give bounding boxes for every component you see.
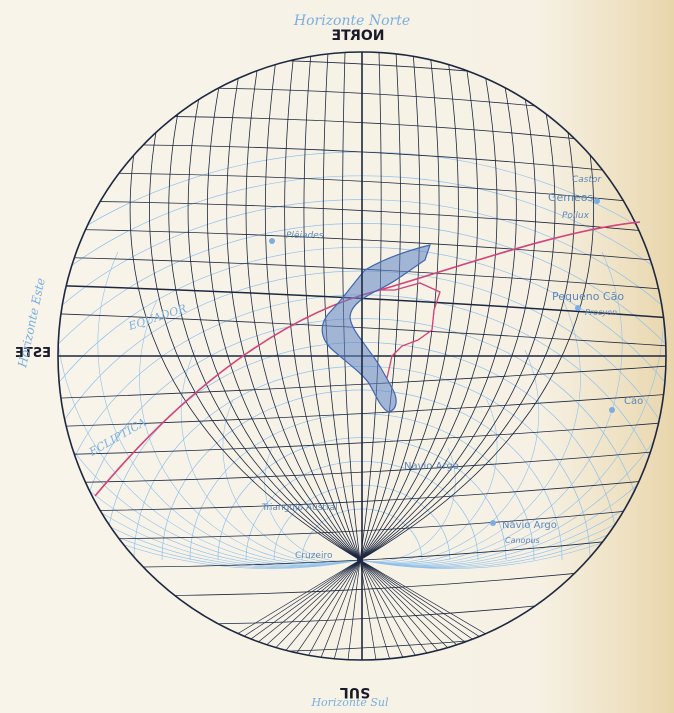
light-spiral <box>359 52 666 569</box>
meridian-tail <box>359 559 489 660</box>
light-spiral <box>264 447 361 562</box>
meridian-tail <box>359 559 433 660</box>
meridian-curve <box>207 52 361 561</box>
light-spiral <box>359 55 666 567</box>
meridian-tail <box>359 559 447 660</box>
light-spiral <box>222 398 361 563</box>
light-spiral <box>359 447 456 562</box>
meridian-tail <box>291 559 361 660</box>
star-navio-argo-mark <box>490 520 496 526</box>
light-spiral <box>58 202 361 566</box>
meridian-tail <box>347 559 361 660</box>
norte-label: NORTE <box>332 28 385 44</box>
equador-label: EQUADOR <box>126 302 188 333</box>
meridian-curve <box>168 52 361 561</box>
meridian-curve <box>359 52 575 561</box>
star-gemeos-mark <box>594 198 600 204</box>
star-pequeno-cao-label: Pequeno Cão <box>552 290 624 303</box>
meridian-tail <box>193 559 361 660</box>
star-triangulo-label: Triangulo Austral <box>261 503 338 513</box>
meridian-curve <box>359 52 498 561</box>
red-boundary-line <box>380 282 441 379</box>
star-pollux-label: Pollux <box>562 211 590 221</box>
star-cruzeiro-label: Cruzeiro <box>295 551 333 561</box>
meridian-curve <box>359 52 440 561</box>
meridian-tail <box>319 559 361 660</box>
light-grid <box>58 52 666 569</box>
meridian-tail <box>359 559 419 660</box>
star-pleiades-label: Plêiades <box>286 230 324 241</box>
meridian-tail <box>263 559 361 660</box>
meridian-curve <box>359 52 459 561</box>
meridian-curve <box>359 52 421 561</box>
light-spiral <box>58 55 361 567</box>
meridian-tail <box>359 559 503 660</box>
light-spiral <box>58 52 361 569</box>
meridian-curve <box>149 52 361 561</box>
continent-shape <box>321 244 431 413</box>
meridian-tail <box>359 559 405 660</box>
meridian-curve <box>245 52 361 561</box>
este-label: ESTE <box>15 346 51 361</box>
meridian-curve <box>359 52 479 561</box>
star-procyon-mark <box>575 305 581 311</box>
meridian-curve <box>264 52 361 561</box>
meridian-tail <box>249 559 361 660</box>
horizon-north-label: Horizonte Norte <box>293 13 410 29</box>
meridian-curve <box>359 52 594 561</box>
light-spiral <box>359 251 623 565</box>
meridian-curve <box>284 52 361 561</box>
light-spiral <box>359 52 666 568</box>
meridian-curve <box>187 52 361 561</box>
star-pleiades-mark <box>269 238 275 244</box>
light-spiral <box>359 104 666 567</box>
meridian-curve <box>359 52 517 561</box>
light-spiral <box>58 104 361 567</box>
meridian-tail <box>359 559 475 660</box>
light-spiral <box>58 52 361 568</box>
south-pole-point <box>357 557 363 563</box>
meridian-tail <box>235 559 361 660</box>
star-cao-label: Cão <box>624 396 643 407</box>
meridian-tail <box>207 559 361 660</box>
meridian-curve <box>359 52 537 561</box>
horizon-south-label: Horizonte Sul <box>310 696 389 709</box>
sul-label: SUL <box>340 684 370 700</box>
star-navio-argo-1-label: Navio Argo <box>404 461 459 472</box>
meridian-tail <box>333 559 361 660</box>
star-procyon-label: Procyon <box>585 308 617 317</box>
star-castor-label: Castor <box>572 175 603 185</box>
meridian-tail <box>305 559 361 660</box>
meridian-curve <box>303 52 361 561</box>
meridian-tail <box>359 559 461 660</box>
star-navio-argo-2-label: Navio Argo <box>502 520 557 531</box>
light-spiral <box>359 300 581 564</box>
meridian-tail <box>221 559 361 660</box>
meridian-curve <box>359 52 556 561</box>
star-gemeos-label: Gemeos <box>548 191 594 204</box>
light-spiral <box>139 300 361 564</box>
meridian-tail <box>277 559 361 660</box>
meridian-tail <box>359 559 391 660</box>
light-spiral <box>58 52 361 569</box>
light-spiral <box>359 153 666 566</box>
meridian-curve <box>359 52 401 561</box>
star-cao-mark <box>609 407 615 413</box>
star-canopus-label: Canopus <box>505 536 540 545</box>
light-spiral <box>359 52 666 569</box>
light-spiral <box>359 398 498 563</box>
light-spiral <box>97 251 361 565</box>
meridian-curve <box>359 52 382 561</box>
light-spiral <box>359 349 539 564</box>
meridian-curve <box>226 52 361 561</box>
